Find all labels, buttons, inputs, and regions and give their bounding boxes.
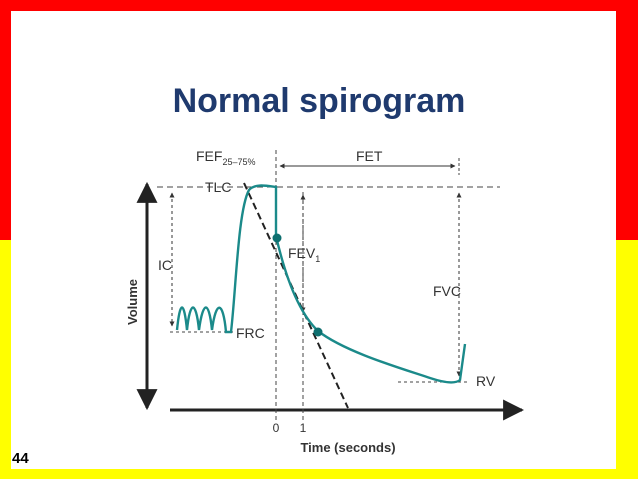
rv-label: RV bbox=[476, 373, 496, 389]
slide-panel bbox=[11, 11, 616, 469]
fef-label: FEF25–75% bbox=[196, 148, 255, 167]
fev1-label: FEV1 bbox=[288, 245, 320, 264]
ic-label: IC bbox=[158, 257, 172, 273]
fev1-end-marker bbox=[313, 327, 323, 337]
volume-axis-label: Volume bbox=[125, 279, 140, 325]
time-axis-label: Time (seconds) bbox=[300, 440, 395, 455]
spirogram-curve bbox=[175, 184, 467, 384]
frc-label: FRC bbox=[236, 325, 265, 341]
slide-title: Normal spirogram bbox=[172, 82, 466, 120]
tlc-label: TLC bbox=[205, 179, 231, 195]
time-tick-1: 1 bbox=[300, 421, 307, 435]
time-tick-0: 0 bbox=[273, 421, 280, 435]
fvc-label: FVC bbox=[433, 283, 461, 299]
slide-number: 44 bbox=[12, 450, 29, 467]
fev1-start-marker bbox=[272, 233, 282, 243]
fet-label: FET bbox=[356, 148, 383, 164]
